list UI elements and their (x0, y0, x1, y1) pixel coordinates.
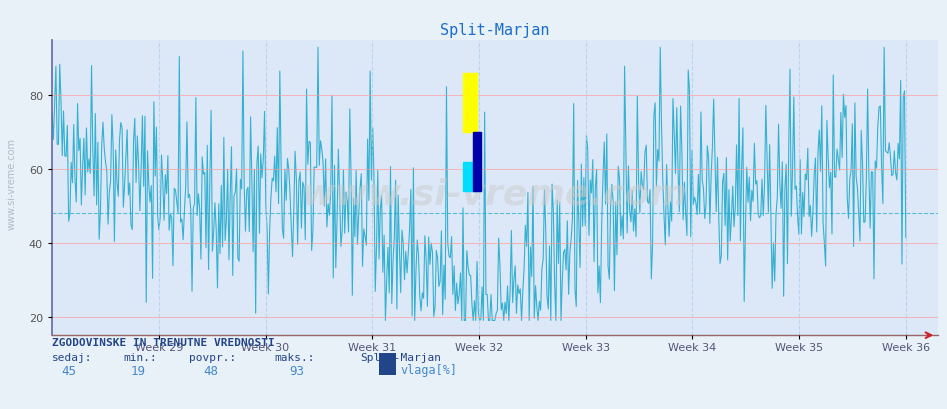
Bar (474, 133, 481, 192)
Bar (463, 74, 477, 133)
Text: maks.:: maks.: (275, 352, 315, 362)
Text: ZGODOVINSKE IN TRENUTNE VREDNOSTI: ZGODOVINSKE IN TRENUTNE VREDNOSTI (52, 337, 275, 348)
Text: sedaj:: sedaj: (52, 352, 93, 362)
Text: 93: 93 (289, 364, 304, 377)
Text: 19: 19 (131, 364, 146, 377)
Text: www.si-vreme.com: www.si-vreme.com (302, 177, 688, 211)
Text: Split-Marjan: Split-Marjan (360, 352, 441, 362)
Title: Split-Marjan: Split-Marjan (440, 23, 549, 38)
Text: 48: 48 (204, 364, 219, 377)
Text: povpr.:: povpr.: (189, 352, 237, 362)
Text: www.si-vreme.com: www.si-vreme.com (7, 138, 16, 230)
Bar (463, 162, 477, 192)
Text: min.:: min.: (123, 352, 157, 362)
Text: vlaga[%]: vlaga[%] (401, 363, 457, 376)
Text: 45: 45 (62, 364, 77, 377)
